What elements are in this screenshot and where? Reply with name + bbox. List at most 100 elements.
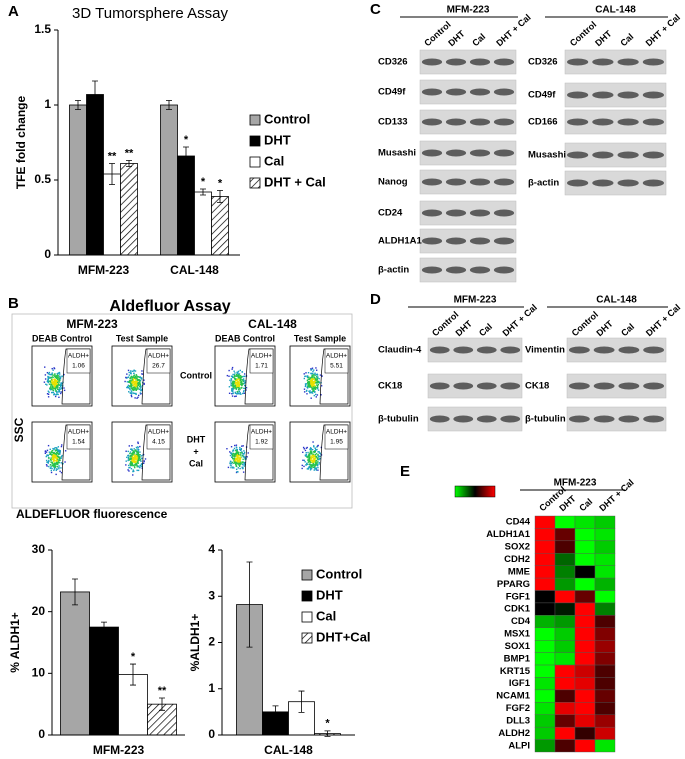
flow-event: [234, 452, 237, 455]
bar: [89, 626, 119, 736]
flow-event: [47, 375, 49, 378]
error-bar: [298, 690, 305, 713]
flow-event: [232, 382, 234, 385]
flow-event: [238, 459, 240, 461]
flow-event: [311, 385, 314, 387]
flow-event: [238, 373, 241, 375]
flow-event: [239, 377, 241, 379]
flow-event: [313, 461, 316, 463]
flow-event: [60, 384, 62, 387]
flow-event: [55, 469, 58, 472]
flow-event: [129, 392, 132, 394]
flow-event: [309, 451, 312, 454]
blot-band: [567, 179, 589, 187]
flow-event: [240, 381, 242, 384]
flow-event: [141, 463, 143, 465]
flow-event: [129, 377, 131, 380]
flow-event: [318, 377, 320, 380]
legend-label: DHT: [316, 587, 343, 602]
flow-event: [63, 387, 65, 389]
flow-event: [240, 454, 242, 456]
flow-event: [307, 371, 310, 374]
flow-event: [126, 456, 128, 459]
flow-event: [130, 377, 132, 379]
flow-event: [137, 394, 140, 397]
row-label: CD4: [511, 616, 531, 627]
flow-event: [56, 455, 59, 457]
flow-event: [314, 462, 317, 464]
flow-event: [233, 385, 235, 387]
flow-event: [139, 384, 141, 386]
heatmap-cell: [594, 739, 616, 753]
flow-event: [314, 451, 316, 453]
flow-event: [237, 370, 240, 373]
flow-event: [46, 371, 49, 374]
flow-event: [60, 467, 62, 469]
flow-event: [313, 374, 315, 376]
flow-event: [59, 385, 62, 387]
flow-event: [242, 445, 244, 447]
flow-event: [59, 384, 61, 386]
flow-event: [311, 382, 313, 385]
protein-label: CK18: [378, 381, 402, 392]
flow-event: [57, 374, 59, 376]
flow-event: [241, 371, 243, 373]
flow-event: [307, 468, 310, 470]
flow-event: [305, 447, 308, 449]
flow-event: [239, 464, 241, 466]
flow-event: [52, 465, 54, 467]
blot-band: [493, 237, 515, 245]
heatmap-cell: [574, 702, 596, 715]
gate-box: [324, 348, 349, 374]
gate-value: 26.7: [152, 363, 165, 370]
flow-event: [131, 449, 133, 452]
flow-event: [56, 387, 58, 390]
flow-event: [129, 466, 131, 469]
flow-event: [234, 454, 236, 457]
gate-box: [66, 424, 91, 450]
flow-event: [130, 458, 133, 460]
error-bar: [101, 621, 107, 633]
flow-event: [56, 393, 58, 395]
flow-event: [135, 446, 138, 449]
flow-event: [135, 380, 138, 382]
heatmap-cell: [594, 602, 616, 616]
flow-event: [137, 446, 139, 448]
blot-band: [642, 91, 664, 99]
flow-event: [244, 387, 246, 390]
flow-event: [128, 387, 130, 389]
flow-event: [315, 369, 318, 371]
flow-event: [133, 457, 135, 460]
flow-event: [230, 375, 233, 377]
flow-event: [318, 458, 320, 461]
flow-event: [132, 375, 135, 377]
flow-event: [306, 389, 308, 392]
flow-event: [314, 465, 316, 467]
flow-event: [245, 387, 248, 389]
flow-event: [129, 452, 131, 455]
flow-event: [139, 379, 142, 382]
flow-event: [303, 459, 306, 462]
flow-event: [306, 379, 309, 382]
flow-event: [130, 383, 132, 385]
flow-event: [45, 455, 47, 458]
y-tick-label: 4: [208, 542, 215, 556]
flow-event: [61, 382, 63, 385]
flow-event: [126, 377, 128, 379]
flow-event: [51, 380, 53, 382]
flow-event: [240, 448, 243, 450]
flow-event: [243, 389, 245, 392]
row-label: KRT15: [500, 666, 531, 677]
flow-event: [309, 392, 311, 394]
flow-event: [228, 392, 231, 395]
flow-event: [313, 466, 315, 468]
blot-band: [445, 88, 467, 96]
flow-event: [310, 386, 312, 388]
flow-event: [50, 389, 52, 391]
flow-event: [310, 373, 313, 375]
flow-event: [138, 379, 140, 381]
blot-band: [476, 346, 497, 354]
flow-event: [304, 375, 306, 378]
heatmap-cell: [554, 702, 576, 715]
heatmap-cell: [594, 577, 616, 591]
